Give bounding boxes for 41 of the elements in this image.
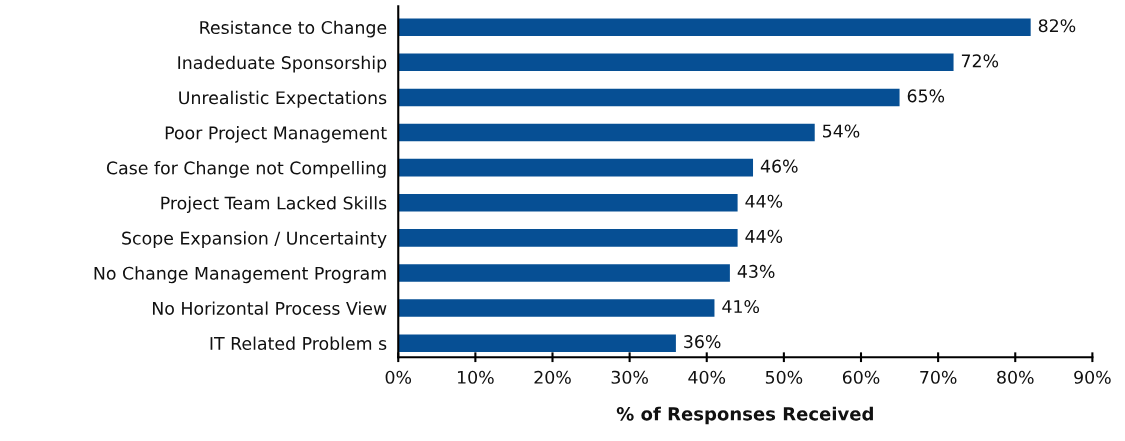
x-tick-label: 0% bbox=[385, 370, 412, 384]
x-tick-label: 60% bbox=[842, 370, 880, 384]
y-tick-label: Poor Project Management bbox=[165, 125, 387, 143]
bar bbox=[398, 88, 900, 107]
data-label: 44% bbox=[745, 194, 783, 208]
data-label: 82% bbox=[1038, 19, 1076, 33]
x-tick-label: 10% bbox=[457, 370, 494, 384]
bar bbox=[398, 264, 730, 282]
y-tick-label: Unrealistic Expectations bbox=[179, 90, 387, 108]
x-tick-label: 90% bbox=[1074, 370, 1111, 384]
x-tick-label: 30% bbox=[611, 370, 648, 384]
data-label: 54% bbox=[823, 124, 860, 138]
bar bbox=[398, 18, 1031, 37]
bar bbox=[398, 158, 754, 177]
y-tick-label: No Change Management Program bbox=[94, 266, 386, 284]
y-tick-label: Inadeduate Sponsorship bbox=[178, 55, 387, 73]
data-label: 43% bbox=[737, 264, 775, 278]
bar bbox=[398, 299, 715, 317]
x-tick-label: 70% bbox=[920, 370, 957, 384]
bar bbox=[398, 123, 815, 142]
y-tick-label: No Horizontal Process View bbox=[152, 301, 387, 315]
bar bbox=[398, 334, 676, 352]
data-label: 36% bbox=[684, 335, 721, 349]
x-tick-label: 20% bbox=[534, 370, 571, 384]
y-tick-label: Scope Expansion / Uncertainty bbox=[122, 231, 387, 249]
x-axis-title: % of Responses Received bbox=[616, 406, 873, 425]
bar bbox=[398, 229, 738, 247]
y-tick-label: Resistance to Change bbox=[200, 20, 387, 38]
data-label: 46% bbox=[760, 159, 798, 173]
y-tick-label: IT Related Problem s bbox=[210, 336, 387, 351]
bar bbox=[398, 53, 954, 72]
x-tick-label: 80% bbox=[997, 370, 1034, 384]
data-label: 65% bbox=[907, 89, 945, 103]
bar bbox=[398, 193, 738, 212]
y-tick-label: Project Team Lacked Skills bbox=[161, 196, 387, 213]
x-tick-label: 40% bbox=[688, 370, 726, 384]
data-label: 44% bbox=[745, 229, 783, 243]
data-label: 41% bbox=[722, 299, 760, 314]
x-tick-label: 50% bbox=[765, 370, 803, 384]
y-tick-label: Case for Change not Compelling bbox=[106, 161, 386, 178]
data-label: 72% bbox=[961, 54, 999, 68]
